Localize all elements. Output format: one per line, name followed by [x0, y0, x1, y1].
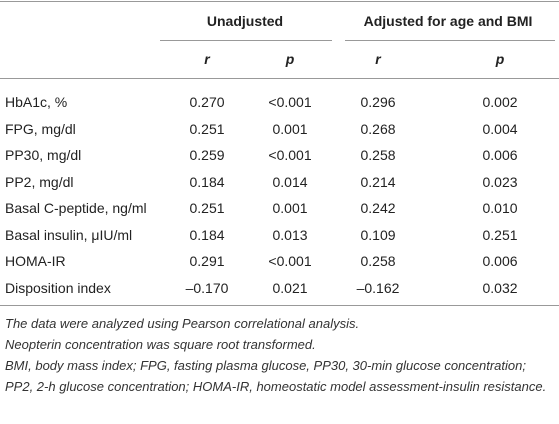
sub-header: p [495, 51, 505, 67]
cell: 0.251 [189, 120, 225, 137]
header-rule [0, 78, 559, 79]
cell: 0.259 [189, 147, 225, 163]
row-label: PP30, mg/dl [5, 147, 82, 163]
cell: 0.001 [272, 200, 308, 216]
cell: 0.291 [189, 253, 225, 269]
cell: <0.001 [268, 253, 312, 269]
cell: 0.184 [189, 226, 225, 243]
cell: 0.014 [272, 173, 308, 190]
cell: 0.214 [360, 173, 396, 190]
cell: 0.032 [482, 279, 518, 296]
cell: 0.184 [189, 173, 225, 190]
cell: 0.023 [482, 173, 518, 190]
cell: 0.006 [482, 147, 518, 163]
cell: 0.296 [360, 94, 396, 110]
note: The data were analyzed using Pearson cor… [5, 316, 360, 331]
cell: 0.109 [360, 226, 396, 243]
row-label: Disposition index [5, 279, 111, 296]
group-rule [345, 40, 555, 41]
sub-header: r [375, 51, 381, 67]
cell: 0.006 [482, 253, 518, 269]
row-label: HOMA-IR [5, 253, 66, 269]
cell: 0.021 [272, 279, 308, 296]
group-header: Unadjusted [206, 13, 284, 29]
cell: 0.270 [189, 94, 225, 110]
cell: 0.258 [360, 147, 396, 163]
cell: 0.010 [482, 200, 518, 216]
note: BMI, body mass index; FPG, fasting plasm… [5, 358, 547, 394]
sub-header: r [204, 51, 210, 67]
cell: 0.258 [360, 253, 396, 269]
group-rule [160, 40, 332, 41]
row-label: HbA1c, % [5, 94, 68, 110]
group-header: Adjusted for age and BMI [363, 13, 533, 29]
cell: 0.268 [360, 120, 396, 137]
cell: 0.251 [189, 200, 225, 216]
row-label: FPG, mg/dl [5, 120, 76, 137]
cell: –0.170 [185, 279, 229, 296]
top-rule [0, 1, 559, 2]
cell: 0.004 [482, 120, 518, 137]
cell: <0.001 [268, 147, 312, 163]
bottom-rule [0, 305, 559, 306]
row-label: Basal insulin, μIU/ml [5, 226, 133, 243]
cell: 0.251 [482, 226, 518, 243]
row-label: Basal C-peptide, ng/ml [5, 200, 147, 216]
note: Neopterin concentration was square root … [5, 337, 316, 352]
cell: 0.013 [272, 226, 308, 243]
row-label: PP2, mg/dl [5, 173, 74, 190]
cell: –0.162 [356, 279, 400, 296]
sub-header: p [285, 51, 295, 67]
notes: The data were analyzed using Pearson cor… [5, 313, 553, 397]
cell: 0.242 [360, 200, 396, 216]
cell: 0.001 [272, 120, 308, 137]
cell: 0.002 [482, 94, 518, 110]
cell: <0.001 [268, 94, 312, 110]
